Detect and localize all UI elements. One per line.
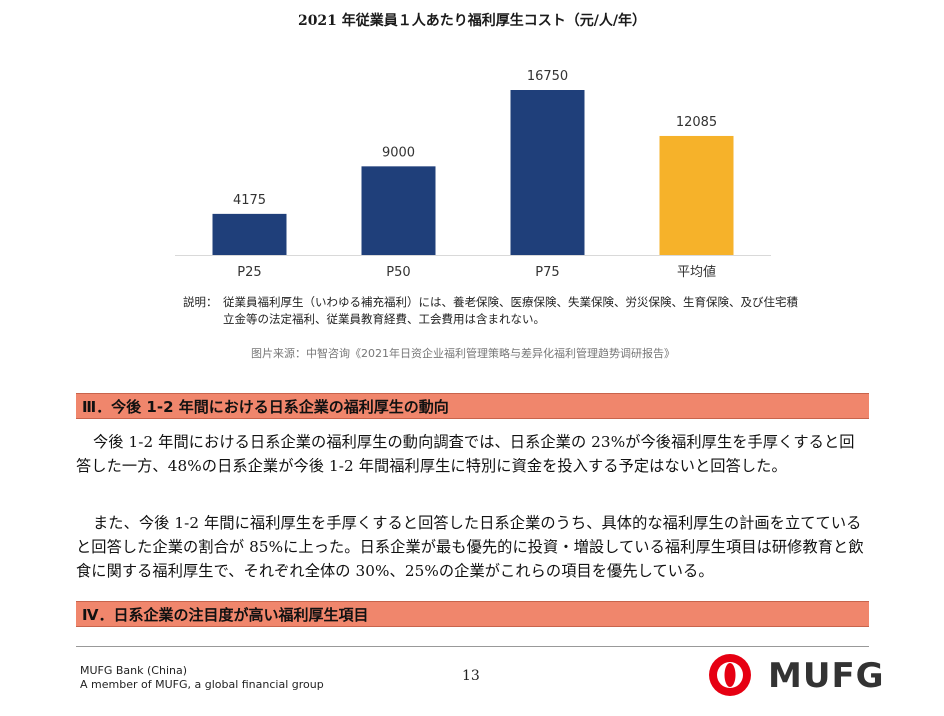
bar-3 [659,135,734,255]
bar-value-label-0: 4175 [233,193,266,208]
section-heading-4: Ⅳ．日系企業の注目度が高い福利厚生項目 [76,601,869,627]
mufg-logo-text: MUFG [768,656,885,696]
x-tick-label-2: P75 [535,265,559,280]
chart-note: 説明： 従業員福利厚生（いわゆる補充福利）には、養老保険、医療保険、失業保険、労… [183,294,803,328]
page-number: 13 [462,668,480,684]
note-text: 従業員福利厚生（いわゆる補充福利）には、養老保険、医療保険、失業保険、労災保険、… [223,295,798,326]
bar-value-label-1: 9000 [382,145,415,160]
section-3-paragraph-1: 今後 1-2 年間における日系企業の福利厚生の動向調査では、日系企業の 23%が… [76,433,855,475]
chart-title: 2021 年従業員１人あたり福利厚生コスト（元/人/年） [297,13,647,29]
footer-divider [76,646,869,647]
section-heading-3: Ⅲ．今後 1-2 年間における日系企業の福利厚生の動向 [76,393,869,419]
x-tick-label-1: P50 [386,265,410,280]
bar-chart: 4175 P25 9000 P50 16750 P75 12085 平均値 [175,69,771,280]
footer-member-text: A member of MUFG, a global financial gro… [80,678,324,691]
footer-bank-info: MUFG Bank (China) A member of MUFG, a gl… [80,664,324,692]
bar-value-label-3: 12085 [676,115,717,130]
bar-0 [212,213,287,255]
image-source: 图片来源：中智咨询《2021年日资企业福利管理策略与差异化福利管理趋势调研报告》 [251,347,675,360]
bar-1 [361,166,436,255]
mufg-logo-icon [709,654,751,696]
footer-bank-name: MUFG Bank (China) [80,664,188,677]
bar-value-label-2: 16750 [527,69,568,84]
bar-2 [510,90,585,255]
x-tick-label-0: P25 [237,265,261,280]
section-3-paragraph-2: また、今後 1-2 年間に福利厚生を手厚くすると回答した日系企業のうち、具体的な… [76,514,864,580]
mufg-logo: MUFG [702,652,885,698]
x-tick-label-3: 平均値 [677,264,716,280]
note-prefix: 説明： [183,295,218,309]
